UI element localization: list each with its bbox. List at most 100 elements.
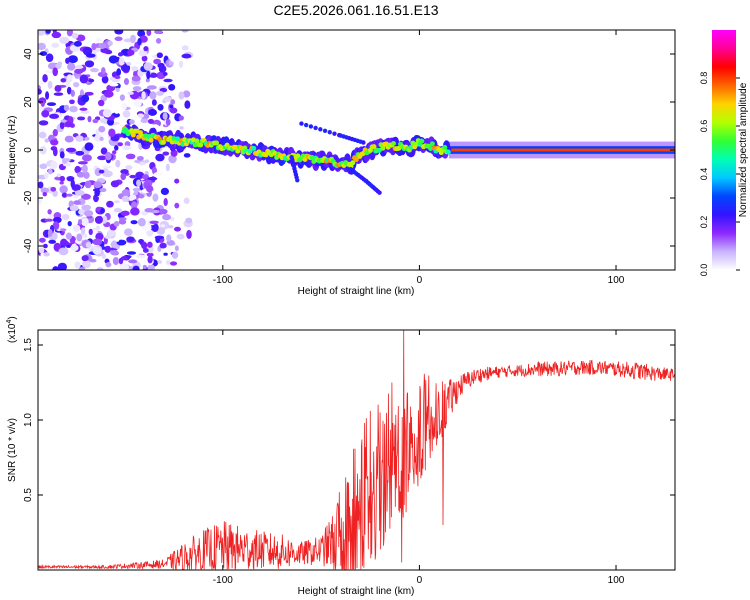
snr-y-multiplier-exp: 4	[6, 320, 13, 324]
noise-cell	[157, 103, 164, 111]
noise-cell	[59, 151, 65, 159]
noise-cell	[105, 261, 112, 268]
noise-cell	[73, 200, 81, 205]
noise-cell	[145, 78, 150, 83]
noise-cell	[92, 246, 102, 255]
noise-cell	[38, 42, 46, 51]
noise-cell	[183, 153, 191, 158]
noise-cell	[162, 214, 172, 221]
noise-cell	[102, 215, 108, 224]
noise-cell	[98, 125, 106, 133]
noise-cell	[96, 267, 104, 270]
noise-cell	[67, 220, 72, 227]
noise-cell	[74, 261, 81, 269]
noise-cell	[71, 32, 79, 39]
noise-cell	[65, 147, 76, 153]
noise-cell	[64, 135, 74, 143]
noise-cell	[52, 266, 59, 270]
noise-cell	[113, 207, 123, 213]
noise-cell	[77, 116, 86, 121]
noise-cell	[146, 70, 151, 80]
noise-cell	[125, 165, 133, 170]
noise-cell	[78, 266, 85, 270]
noise-cell	[147, 255, 153, 264]
noise-cell	[65, 57, 70, 64]
noise-cell	[66, 74, 73, 82]
noise-cell	[95, 129, 100, 138]
x-tick-label: -100	[213, 275, 233, 286]
noise-cell	[154, 30, 163, 35]
snr-y-axis-label: SNR (10 * v/v)	[7, 418, 18, 482]
noise-cell	[113, 221, 120, 227]
y-tick-label: 0	[23, 147, 34, 153]
noise-cell	[136, 156, 144, 161]
noise-cell	[158, 63, 164, 72]
noise-cell	[99, 117, 108, 124]
noise-cell	[45, 70, 55, 74]
noise-cell	[184, 100, 191, 109]
noise-cell	[141, 241, 148, 250]
noise-cell	[130, 207, 140, 216]
branch-cell	[313, 125, 318, 131]
noise-cell	[169, 261, 178, 266]
noise-cell	[159, 208, 168, 215]
noise-cell	[40, 187, 50, 194]
noise-cell	[132, 86, 142, 92]
noise-cell	[57, 262, 68, 270]
noise-cell	[146, 85, 157, 90]
noise-cell	[85, 241, 92, 248]
noise-cell	[131, 75, 141, 82]
noise-cell	[166, 260, 171, 265]
noise-cell	[124, 141, 131, 147]
noise-cell	[169, 104, 174, 109]
x-tick-label: -100	[213, 575, 233, 586]
noise-cell	[42, 191, 48, 197]
y-tick-label: 1.0	[23, 413, 34, 427]
y-tick-label: -40	[23, 238, 34, 253]
trace-cell	[160, 139, 166, 145]
spectrogram-x-axis-label: Height of straight line (km)	[298, 286, 415, 297]
carrier-core	[448, 148, 675, 152]
noise-cell	[81, 164, 88, 174]
noise-cell	[113, 200, 120, 204]
noise-cell	[121, 189, 131, 197]
noise-cell	[38, 197, 42, 205]
noise-cell	[119, 263, 130, 270]
y-tick-label: 1.5	[23, 338, 34, 352]
noise-cell	[138, 193, 145, 199]
trace-cell	[192, 142, 198, 148]
snr-ticks: -100 0 100 0.5 1.0 1.5	[23, 330, 675, 586]
noise-cell	[123, 78, 129, 86]
trace-cell	[390, 141, 396, 147]
noise-cell	[84, 180, 92, 189]
trace-cell	[371, 144, 377, 150]
noise-cell	[83, 210, 94, 217]
noise-cell	[98, 169, 105, 174]
noise-cell	[146, 30, 152, 37]
noise-cell	[132, 265, 140, 270]
noise-cell	[47, 209, 52, 215]
noise-cell	[80, 227, 86, 235]
noise-cell	[45, 53, 54, 62]
noise-cell	[110, 250, 119, 256]
colorbar-tick-label: 0.4	[699, 168, 709, 181]
noise-cell	[137, 217, 146, 227]
noise-cell	[120, 169, 129, 175]
noise-cell	[50, 139, 59, 146]
branch-cell	[361, 140, 366, 145]
noise-cell	[102, 165, 112, 169]
noise-cell	[129, 174, 137, 179]
noise-cell	[160, 187, 169, 196]
noise-cell	[70, 244, 79, 252]
noise-cell	[116, 68, 122, 76]
noise-cell	[82, 154, 92, 162]
noise-cell	[147, 118, 155, 124]
noise-cell	[130, 35, 136, 44]
noise-cell	[114, 36, 123, 41]
noise-cell	[84, 60, 95, 68]
noise-cell	[79, 107, 88, 111]
noise-cell	[49, 113, 60, 119]
noise-cell	[122, 145, 132, 151]
trace-cell	[130, 132, 136, 138]
colorbar: 0.0 0.2 0.4 0.6 0.8 Normalized spectral ampl…	[699, 30, 749, 276]
